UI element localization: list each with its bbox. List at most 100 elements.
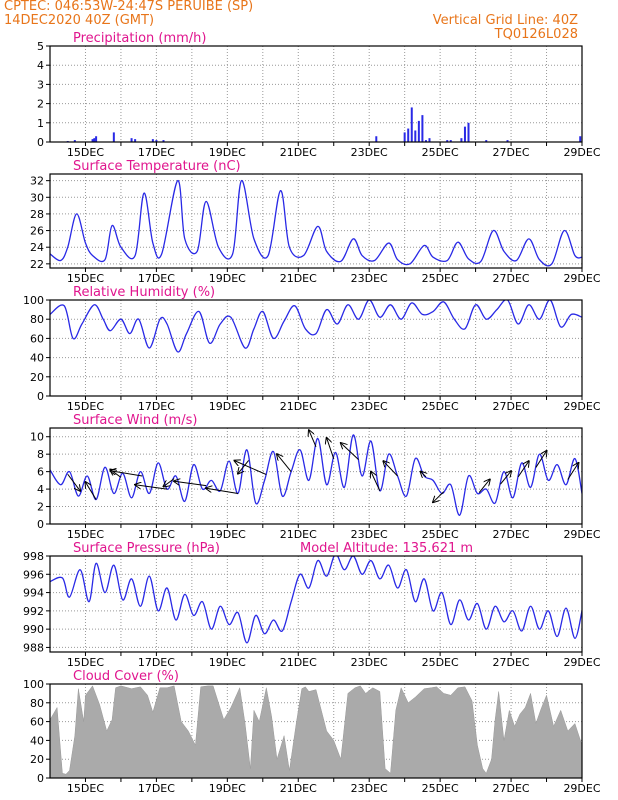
- panel-data: [50, 430, 582, 516]
- x-tick-label: 23DEC: [351, 400, 388, 413]
- cloud-cover-area: [50, 685, 582, 778]
- precip-bar: [93, 138, 96, 142]
- x-tick-label: 17DEC: [138, 782, 175, 795]
- wind-vector: [341, 443, 359, 460]
- precip-bar: [91, 139, 94, 142]
- x-tick-label: 15DEC: [67, 528, 104, 541]
- wind-vector: [433, 491, 445, 502]
- precip-bar: [446, 140, 449, 142]
- x-tick-label: 19DEC: [209, 400, 246, 413]
- x-tick-label: 21DEC: [280, 400, 317, 413]
- wind-vector: [327, 438, 335, 460]
- header-run-date: 14DEC2020 40Z (GMT): [4, 13, 155, 28]
- panel-title: Surface Temperature (nC): [73, 159, 241, 174]
- x-tick-label: 19DEC: [209, 656, 246, 669]
- x-tick-label: 29DEC: [563, 146, 600, 159]
- wind-vector: [309, 430, 317, 448]
- x-tick-label: 27DEC: [493, 400, 530, 413]
- precip-bar: [95, 136, 98, 142]
- precip-bar: [407, 128, 410, 142]
- x-tick-label: 23DEC: [351, 656, 388, 669]
- x-tick-label: 15DEC: [67, 782, 104, 795]
- series-line: [50, 556, 582, 644]
- x-tick-label: 23DEC: [351, 528, 388, 541]
- x-tick-label: 29DEC: [563, 782, 600, 795]
- x-tick-label: 21DEC: [280, 272, 317, 285]
- y-tick-label: 998: [23, 550, 44, 563]
- precip-bar: [428, 138, 431, 142]
- x-tick-label: 25DEC: [422, 272, 459, 285]
- x-tick-label: 19DEC: [209, 146, 246, 159]
- wind-vector: [500, 471, 511, 485]
- precip-bar: [463, 126, 466, 142]
- wind-vector: [67, 473, 80, 491]
- panel-title: Surface Wind (m/s): [73, 413, 197, 428]
- y-tick-label: 0: [37, 390, 44, 403]
- x-tick-label: 27DEC: [493, 528, 530, 541]
- y-tick-label: 80: [30, 313, 44, 326]
- precip-bar: [73, 140, 76, 142]
- x-tick-label: 15DEC: [67, 146, 104, 159]
- x-tick-label: 17DEC: [138, 272, 175, 285]
- y-tick-label: 40: [30, 352, 44, 365]
- x-tick-label: 19DEC: [209, 272, 246, 285]
- y-tick-label: 28: [30, 208, 44, 221]
- panel-data: [50, 685, 582, 778]
- y-tick-label: 4: [37, 59, 44, 72]
- y-tick-label: 32: [30, 175, 44, 188]
- y-tick-label: 40: [30, 734, 44, 747]
- wind-vector: [517, 461, 529, 478]
- wind-vector: [421, 472, 426, 477]
- x-tick-label: 29DEC: [563, 656, 600, 669]
- header-location: CPTEC: 046:53W-24:47S PERUIBE (SP): [4, 0, 254, 14]
- precip-bar: [134, 139, 137, 142]
- y-tick-label: 100: [23, 678, 44, 691]
- series-line: [50, 179, 582, 267]
- y-tick-label: 100: [23, 294, 44, 307]
- y-tick-label: 24: [30, 241, 44, 254]
- panel-data: [50, 556, 582, 644]
- x-tick-label: 27DEC: [493, 782, 530, 795]
- x-tick-label: 15DEC: [67, 400, 104, 413]
- x-tick-label: 25DEC: [422, 400, 459, 413]
- wind-vector: [371, 472, 381, 492]
- x-tick-label: 21DEC: [280, 146, 317, 159]
- header-model-id: TQ0126L028: [494, 27, 578, 42]
- panel-data: [66, 107, 582, 142]
- model-altitude-note: Model Altitude: 135.621 m: [300, 541, 473, 556]
- x-tick-label: 17DEC: [138, 400, 175, 413]
- y-tick-label: 5: [37, 40, 44, 53]
- panel-3: 0 2 4 6 8 10 15DEC 17DEC 19DEC 21DEC 23DEC 25DEC 27D…: [30, 413, 601, 541]
- y-tick-label: 2: [37, 98, 44, 111]
- x-tick-label: 29DEC: [563, 400, 600, 413]
- wind-vector: [110, 471, 143, 477]
- header-grid-note: Vertical Grid Line: 40Z: [432, 13, 578, 28]
- precip-bar: [151, 139, 154, 142]
- x-tick-label: 25DEC: [422, 782, 459, 795]
- panel-data: [50, 179, 582, 267]
- y-tick-label: 3: [37, 78, 44, 91]
- wind-vector: [85, 482, 97, 500]
- panel-frame: [49, 427, 583, 525]
- x-tick-label: 15DEC: [67, 272, 104, 285]
- x-tick-label: 15DEC: [67, 656, 104, 669]
- precip-bar: [375, 136, 378, 142]
- wind-vector: [206, 488, 239, 494]
- y-tick-label: 994: [23, 587, 44, 600]
- y-tick-label: 6: [37, 466, 44, 479]
- precip-bar: [130, 138, 133, 142]
- precip-bar: [449, 140, 452, 142]
- panel-title: Relative Humidity (%): [73, 285, 215, 300]
- precip-bar: [162, 140, 165, 142]
- y-tick-label: 30: [30, 191, 44, 204]
- x-tick-label: 27DEC: [493, 656, 530, 669]
- y-tick-label: 0: [37, 136, 44, 149]
- panel-title: Precipitation (mm/h): [73, 31, 206, 46]
- wind-vector: [238, 460, 250, 473]
- panel-frame: [49, 683, 583, 779]
- wind-vector: [567, 463, 579, 480]
- x-tick-label: 23DEC: [351, 782, 388, 795]
- y-tick-label: 1: [37, 117, 44, 130]
- wind-vector: [535, 451, 547, 468]
- y-tick-label: 22: [30, 258, 44, 271]
